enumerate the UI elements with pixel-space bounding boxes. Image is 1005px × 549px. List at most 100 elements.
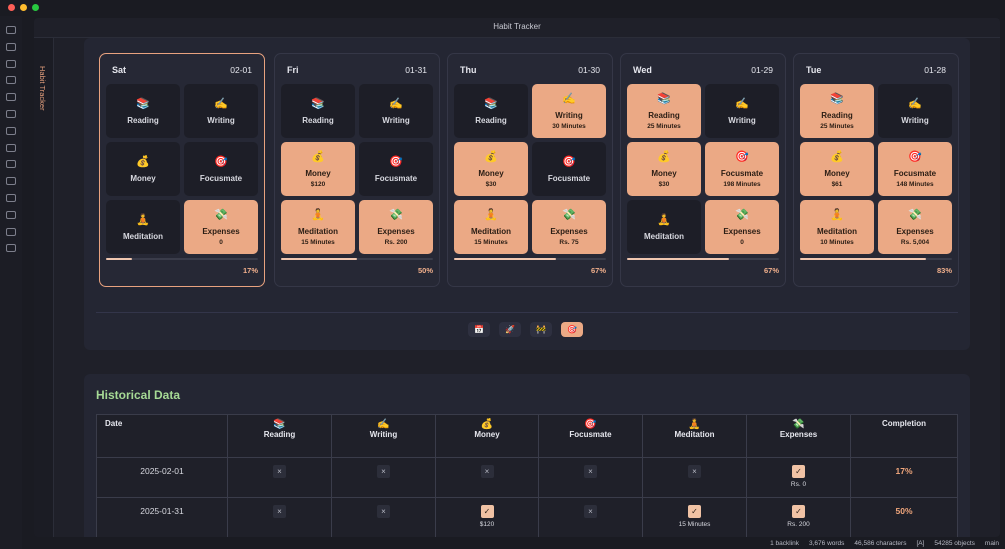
day-card[interactable]: Thu 01-30 📚 Reading ✍️ Writing 30 Minutes 💰 Mone… xyxy=(447,53,613,287)
habit-cell[interactable]: 📚 Reading xyxy=(281,84,355,138)
habit-cell[interactable]: 🧘 Meditation 15 Minutes xyxy=(281,200,355,254)
ribbon-icon[interactable] xyxy=(6,160,16,169)
day-card[interactable]: Tue 01-28 📚 Reading 25 Minutes ✍️ Writing 💰 Mone… xyxy=(793,53,959,287)
habit-cell[interactable]: 🧘 Meditation xyxy=(627,200,701,254)
habit-cell[interactable]: 💸 Expenses Rs. 200 xyxy=(359,200,433,254)
status-box[interactable]: × xyxy=(584,505,597,518)
day-name: Sat xyxy=(112,65,127,75)
habit-cell[interactable]: ✍️ Writing xyxy=(184,84,258,138)
habit-cell[interactable]: ✍️ Writing 30 Minutes xyxy=(532,84,606,138)
status-box[interactable]: × xyxy=(688,465,701,478)
ribbon-icon[interactable] xyxy=(6,244,16,253)
habit-cell[interactable]: 💸 Expenses Rs. 5,004 xyxy=(878,200,952,254)
habit-cell[interactable]: 🧘 Meditation 15 Minutes xyxy=(454,200,528,254)
habit-name: Money xyxy=(130,174,156,183)
ribbon-icon[interactable] xyxy=(6,93,16,102)
habit-cell[interactable]: 🎯 Focusmate xyxy=(359,142,433,196)
status-box[interactable]: ✓ xyxy=(792,505,805,518)
habit-cell[interactable]: 💸 Expenses 0 xyxy=(705,200,779,254)
ribbon-icon[interactable] xyxy=(6,110,16,118)
habit-cell[interactable]: 💰 Money xyxy=(106,142,180,196)
habit-cell[interactable]: 📚 Reading xyxy=(106,84,180,138)
habit-name: Meditation xyxy=(817,227,857,236)
habit-cell[interactable]: 🧘 Meditation xyxy=(106,200,180,254)
ribbon-icon[interactable] xyxy=(6,126,16,135)
ribbon-icon[interactable] xyxy=(6,227,16,236)
habit-icon: 📚 xyxy=(830,93,844,105)
progress-track xyxy=(627,258,779,260)
ribbon-icon[interactable] xyxy=(6,194,16,202)
ribbon xyxy=(0,16,22,549)
day-card[interactable]: Sat 02-01 📚 Reading ✍️ Writing 💰 Money 🎯 Focusmat… xyxy=(99,53,265,287)
habit-cell[interactable]: 💰 Money $120 xyxy=(281,142,355,196)
habit-cell[interactable]: 🧘 Meditation 10 Minutes xyxy=(800,200,874,254)
habit-cell[interactable]: 📚 Reading 25 Minutes xyxy=(627,84,701,138)
status-box[interactable]: × xyxy=(377,465,390,478)
habit-name: Reading xyxy=(821,111,853,120)
status-box[interactable]: ✓ xyxy=(480,505,494,518)
habit-cell[interactable]: 💰 Money $61 xyxy=(800,142,874,196)
day-card[interactable]: Fri 01-31 📚 Reading ✍️ Writing 💰 Money $120 🎯 Focu… xyxy=(274,53,440,287)
progress-fill xyxy=(454,258,556,260)
ribbon-icon[interactable] xyxy=(6,59,16,68)
habit-cell[interactable]: 🎯 Focusmate 198 Minutes xyxy=(705,142,779,196)
status-box[interactable]: ✓ xyxy=(688,505,701,518)
header-name: Meditation xyxy=(674,430,715,439)
habit-cell[interactable]: 💰 Money $30 xyxy=(454,142,528,196)
habit-icon: ✍️ xyxy=(214,98,228,110)
habit-name: Focusmate xyxy=(199,174,243,183)
day-date: 02-01 xyxy=(230,65,252,75)
ribbon-icon[interactable] xyxy=(6,42,16,51)
habit-icon: 💰 xyxy=(311,151,325,163)
status-box[interactable]: × xyxy=(480,465,494,478)
ribbon-icon[interactable] xyxy=(6,76,16,85)
habit-cell[interactable]: ✍️ Writing xyxy=(359,84,433,138)
habit-detail: $30 xyxy=(485,181,497,188)
history-table: Date 📚 Reading ✍️ Writing 💰 Money 🎯 Focusmate 🧘 Me… xyxy=(96,414,958,537)
status-item[interactable]: 1 backlink xyxy=(770,539,799,547)
status-box[interactable]: × xyxy=(273,505,286,518)
zoom-button[interactable] xyxy=(32,4,39,11)
view-button[interactable]: 🎯 xyxy=(561,322,583,337)
ribbon-icon[interactable] xyxy=(6,26,16,34)
habit-icon: 🧘 xyxy=(657,214,671,226)
ribbon-icon[interactable] xyxy=(6,177,16,186)
status-item: main xyxy=(984,539,999,547)
ribbon-icon[interactable] xyxy=(6,143,16,152)
completion-cell: 17% xyxy=(850,457,958,498)
habit-cell[interactable]: ✍️ Writing xyxy=(878,84,952,138)
status-item: [A] xyxy=(916,539,925,547)
status-item: 54285 objects xyxy=(934,539,975,547)
habit-cell[interactable]: ✍️ Writing xyxy=(705,84,779,138)
habit-cell[interactable]: 💸 Expenses Rs. 75 xyxy=(532,200,606,254)
habit-detail: 25 Minutes xyxy=(647,123,681,130)
habit-cell[interactable]: 🎯 Focusmate 148 Minutes xyxy=(878,142,952,196)
editor-pane: Habit Tracker Habit Tracker Sat 02-01 📚 Rea… xyxy=(34,18,1000,537)
habit-cell[interactable]: 🎯 Focusmate xyxy=(184,142,258,196)
status-box[interactable]: × xyxy=(584,465,597,478)
ribbon-icon[interactable] xyxy=(6,210,16,219)
view-button[interactable]: 🚧 xyxy=(530,322,552,337)
habit-cell[interactable]: 📚 Reading xyxy=(454,84,528,138)
status-box[interactable]: ✓ xyxy=(792,465,805,478)
habit-detail: $61 xyxy=(831,181,843,188)
tab-title[interactable]: Habit Tracker xyxy=(38,66,47,111)
status-box[interactable]: × xyxy=(377,505,390,518)
habit-name: Expenses xyxy=(896,227,934,236)
habit-cell[interactable]: 💰 Money $30 xyxy=(627,142,701,196)
day-card[interactable]: Wed 01-29 📚 Reading 25 Minutes ✍️ Writing 💰 Mone… xyxy=(620,53,786,287)
habit-cell[interactable]: 💸 Expenses 0 xyxy=(184,200,258,254)
status-box[interactable]: × xyxy=(273,465,286,478)
habit-status-cell: × xyxy=(227,497,332,537)
minimize-button[interactable] xyxy=(20,4,27,11)
habit-icon: 💸 xyxy=(908,209,922,221)
habit-detail: Rs. 75 xyxy=(559,239,579,246)
habit-cell[interactable]: 🎯 Focusmate xyxy=(532,142,606,196)
section-title: Historical Data xyxy=(96,388,181,402)
status-bar: 1 backlink 3,676 words 46,586 characters [A… xyxy=(770,537,999,549)
view-button[interactable]: 📅 xyxy=(468,322,490,337)
habit-cell[interactable]: 📚 Reading 25 Minutes xyxy=(800,84,874,138)
note-title: Habit Tracker xyxy=(493,22,541,31)
close-button[interactable] xyxy=(8,4,15,11)
view-button[interactable]: 🚀 xyxy=(499,322,521,337)
